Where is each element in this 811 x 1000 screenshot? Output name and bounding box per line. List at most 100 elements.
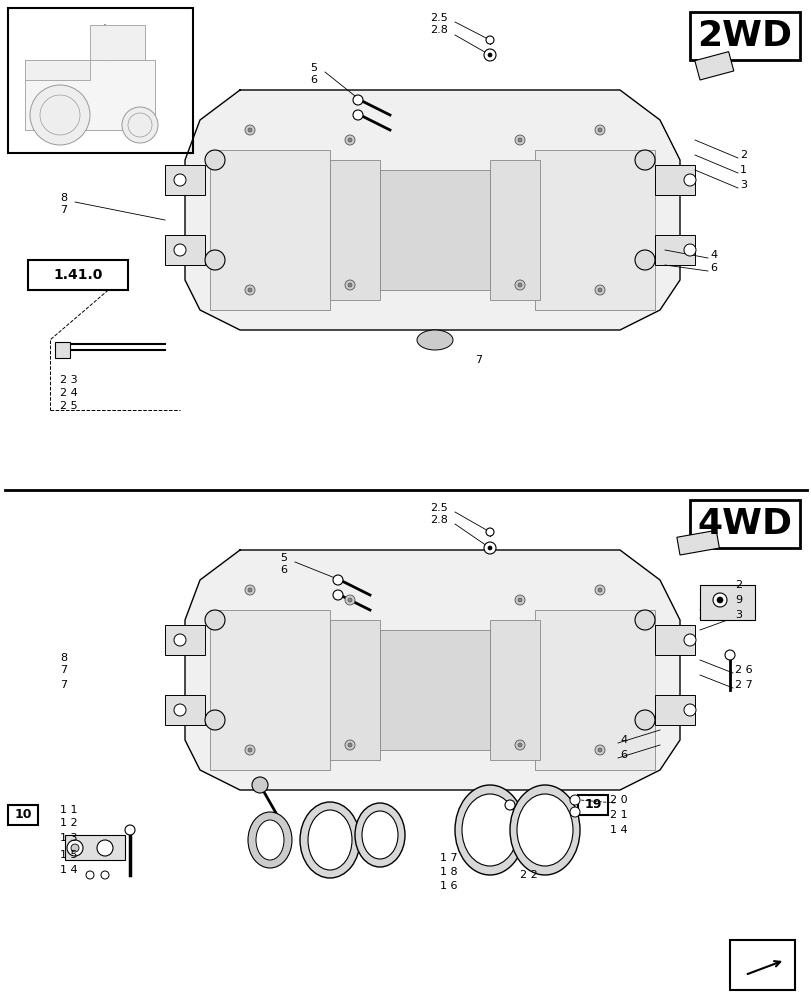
- Text: 4WD: 4WD: [697, 507, 792, 541]
- Bar: [577, 795, 607, 815]
- Bar: [329, 620, 380, 760]
- Text: 1 8: 1 8: [440, 867, 457, 877]
- Text: 1 6: 1 6: [440, 881, 457, 891]
- Text: 2.5: 2.5: [430, 503, 447, 513]
- Circle shape: [30, 85, 90, 145]
- Bar: [210, 150, 329, 310]
- Circle shape: [514, 740, 525, 750]
- Bar: [165, 165, 204, 195]
- Bar: [654, 235, 694, 265]
- Text: 1 4: 1 4: [60, 865, 78, 875]
- Text: 2 6: 2 6: [734, 665, 752, 675]
- Text: 1.41.0: 1.41.0: [54, 268, 102, 282]
- Circle shape: [514, 280, 525, 290]
- Circle shape: [247, 748, 251, 752]
- Circle shape: [174, 704, 186, 716]
- Circle shape: [204, 710, 225, 730]
- Circle shape: [594, 745, 604, 755]
- Text: 1 2: 1 2: [60, 818, 78, 828]
- Text: 2WD: 2WD: [697, 19, 792, 53]
- Text: 7: 7: [60, 665, 67, 675]
- Text: 2 4: 2 4: [60, 388, 78, 398]
- Text: 7: 7: [60, 680, 67, 690]
- Text: 2 1: 2 1: [609, 810, 627, 820]
- Text: 1 5: 1 5: [60, 850, 77, 860]
- Ellipse shape: [354, 803, 405, 867]
- Circle shape: [712, 593, 726, 607]
- Bar: [729, 940, 794, 990]
- Circle shape: [569, 807, 579, 817]
- Ellipse shape: [417, 330, 453, 350]
- Text: 3: 3: [734, 610, 741, 620]
- Text: 3: 3: [739, 180, 746, 190]
- Text: 9: 9: [734, 595, 741, 605]
- Circle shape: [724, 650, 734, 660]
- Circle shape: [517, 283, 521, 287]
- Circle shape: [345, 595, 354, 605]
- Circle shape: [204, 150, 225, 170]
- Bar: [165, 625, 204, 655]
- Text: 5: 5: [310, 63, 316, 73]
- Text: 8: 8: [60, 653, 67, 663]
- Bar: [25, 60, 155, 130]
- Circle shape: [348, 283, 351, 287]
- Text: 1 4: 1 4: [609, 825, 627, 835]
- Circle shape: [174, 244, 186, 256]
- Circle shape: [487, 546, 491, 550]
- Bar: [210, 610, 329, 770]
- Circle shape: [483, 542, 496, 554]
- Bar: [676, 530, 719, 555]
- Circle shape: [504, 800, 514, 810]
- Ellipse shape: [255, 820, 284, 860]
- Circle shape: [247, 288, 251, 292]
- Circle shape: [486, 36, 493, 44]
- Text: 1 3: 1 3: [60, 833, 77, 843]
- Circle shape: [333, 590, 342, 600]
- Text: 1: 1: [739, 165, 746, 175]
- Bar: [65, 835, 125, 860]
- Bar: [654, 695, 694, 725]
- Circle shape: [683, 174, 695, 186]
- Circle shape: [634, 610, 654, 630]
- Circle shape: [597, 748, 601, 752]
- Circle shape: [67, 840, 83, 856]
- Circle shape: [594, 585, 604, 595]
- Circle shape: [345, 280, 354, 290]
- Bar: [534, 150, 654, 310]
- Circle shape: [345, 135, 354, 145]
- Circle shape: [86, 871, 94, 879]
- Circle shape: [514, 135, 525, 145]
- Circle shape: [514, 595, 525, 605]
- Circle shape: [353, 95, 363, 105]
- Circle shape: [97, 840, 113, 856]
- Circle shape: [634, 710, 654, 730]
- Circle shape: [251, 777, 268, 793]
- Circle shape: [345, 740, 354, 750]
- Text: 1 7: 1 7: [440, 853, 457, 863]
- Circle shape: [348, 598, 351, 602]
- Text: 6: 6: [280, 565, 286, 575]
- Circle shape: [683, 634, 695, 646]
- Text: 2 2: 2 2: [519, 870, 537, 880]
- Circle shape: [245, 585, 255, 595]
- Bar: [689, 12, 799, 60]
- Circle shape: [634, 150, 654, 170]
- Text: 4: 4: [709, 250, 716, 260]
- Circle shape: [247, 588, 251, 592]
- Text: 6: 6: [620, 750, 626, 760]
- Bar: [329, 160, 380, 300]
- Text: 1 1: 1 1: [60, 805, 77, 815]
- Text: 6: 6: [310, 75, 316, 85]
- Bar: [699, 585, 754, 620]
- Ellipse shape: [517, 794, 573, 866]
- Text: 10: 10: [15, 808, 32, 821]
- Circle shape: [594, 285, 604, 295]
- Circle shape: [101, 871, 109, 879]
- Text: 2: 2: [734, 580, 741, 590]
- Circle shape: [683, 244, 695, 256]
- Circle shape: [348, 138, 351, 142]
- Circle shape: [517, 598, 521, 602]
- Circle shape: [594, 125, 604, 135]
- Bar: [694, 52, 733, 80]
- Circle shape: [517, 138, 521, 142]
